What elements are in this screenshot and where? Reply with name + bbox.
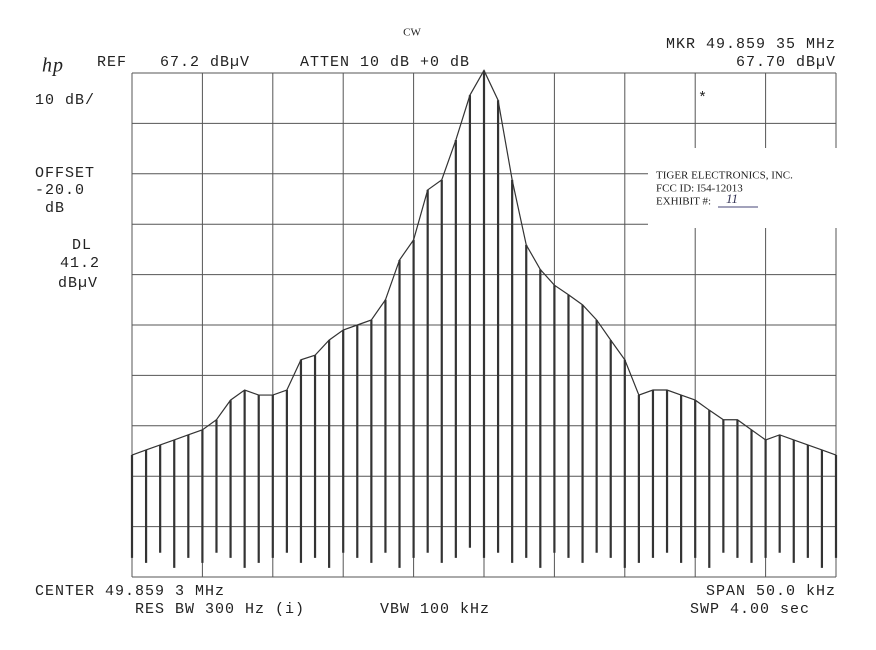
stamp-exhibit: EXHIBIT #: [656, 196, 711, 208]
stamp-number: 11 [726, 191, 738, 206]
mode-label: CW [403, 27, 421, 39]
offset-label: OFFSET [35, 165, 95, 182]
marker-freq: MKR 49.859 35 MHz [666, 36, 836, 53]
scale: 10 dB/ [35, 92, 95, 109]
plot-area [130, 69, 838, 578]
stamp-box [648, 148, 876, 228]
sweep: SWP 4.00 sec [690, 601, 810, 618]
atten: ATTEN 10 dB +0 dB [300, 54, 470, 71]
ref-value: 67.2 dBµV [160, 54, 250, 71]
res-bw: RES BW 300 Hz (i) [135, 601, 305, 618]
ref-label: REF [97, 54, 127, 71]
center: CENTER 49.859 3 MHz [35, 583, 225, 600]
trace-envelope [131, 69, 837, 456]
offset-value: -20.0 [35, 182, 85, 199]
dl-unit: dBµV [58, 275, 98, 292]
marker-symbol: * [698, 90, 708, 107]
stamp-fcc: FCC ID: I54-12013 [656, 183, 743, 195]
offset-unit: dB [45, 200, 65, 217]
dl-label: DL [72, 237, 92, 254]
stamp-company: TIGER ELECTRONICS, INC. [656, 170, 793, 182]
vbw: VBW 100 kHz [380, 601, 490, 618]
marker-level: 67.70 dBµV [736, 54, 836, 71]
logo: hp [42, 55, 64, 77]
span: SPAN 50.0 kHz [706, 583, 836, 600]
dl-value: 41.2 [60, 255, 100, 272]
